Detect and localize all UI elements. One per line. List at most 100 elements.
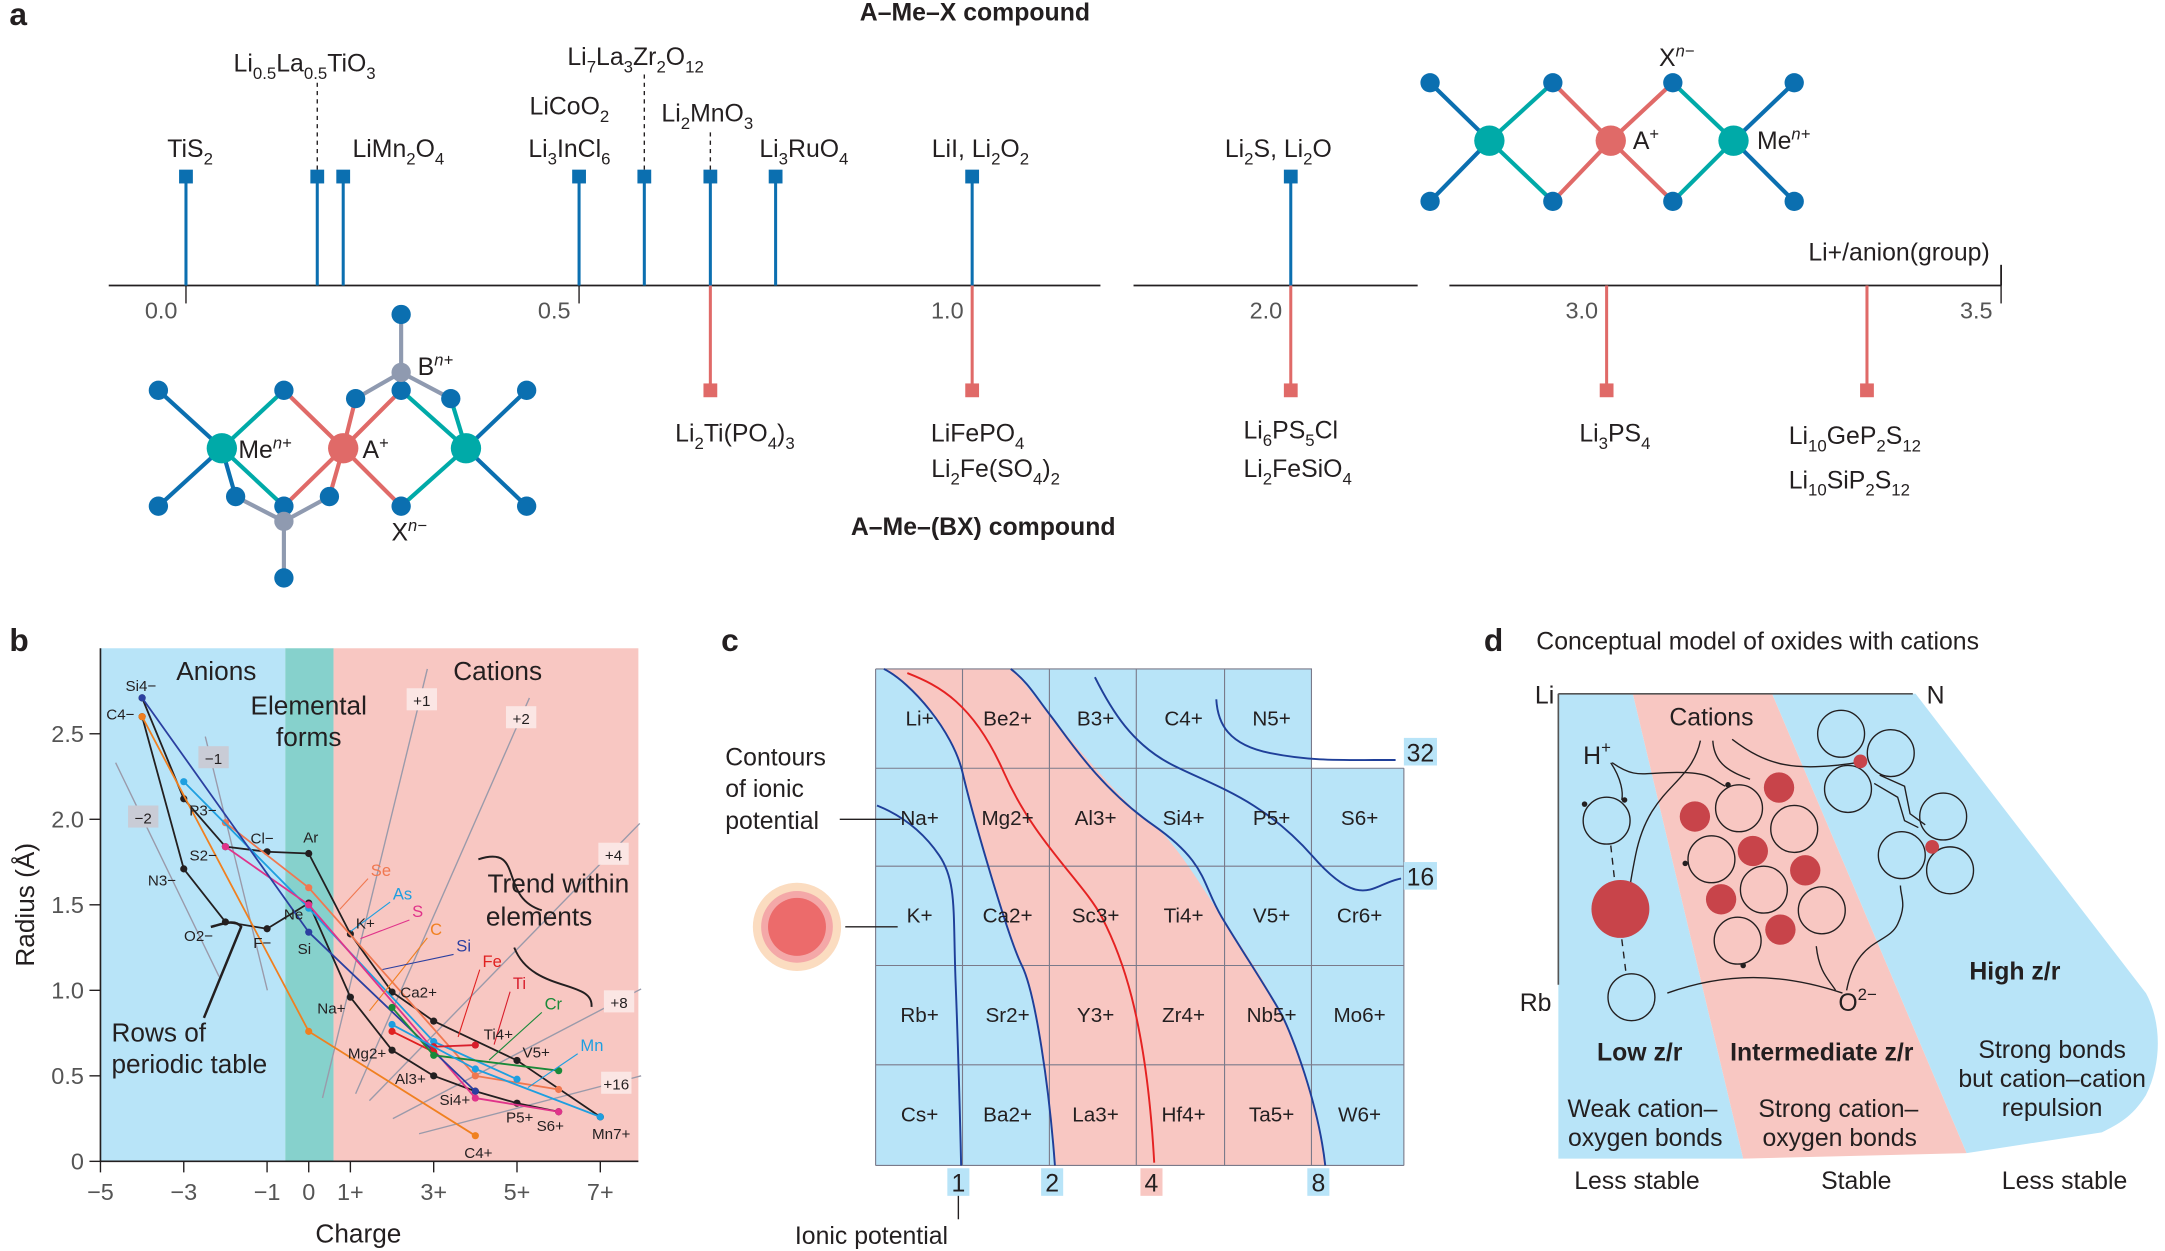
compound-label: Li2S, Li2O	[1225, 136, 1332, 168]
point-label: Ne	[284, 907, 303, 924]
panel-label-c: c	[721, 622, 739, 658]
data-point	[305, 849, 313, 858]
ion-cell: Ca2+	[983, 905, 1033, 928]
data-point	[180, 778, 188, 786]
compound-label: Li7La3Zr2O12	[567, 44, 703, 76]
contour-value: 32	[1407, 740, 1435, 767]
guide-label-bg	[598, 842, 629, 865]
zone-desc: Strong cation–	[1758, 1096, 1918, 1123]
ion-cell: Ba2+	[983, 1103, 1032, 1126]
x-label: Xn−	[1659, 42, 1695, 73]
contour-1	[876, 804, 963, 1166]
series-label: Si	[456, 937, 471, 956]
data-point	[221, 843, 230, 851]
series-label: Cr	[545, 995, 563, 1014]
ion-cell: Sc3+	[1072, 905, 1120, 928]
data-point	[430, 1038, 438, 1046]
data-point	[471, 1072, 479, 1080]
zone-stability: Less stable	[2002, 1168, 2128, 1195]
intermediate-region	[883, 668, 1326, 1166]
ion-cell: Sr2+	[985, 1004, 1029, 1027]
contour-32	[1215, 699, 1396, 762]
series-label: Fe	[483, 952, 502, 971]
panel-d: d Conceptual model of oxides with cation…	[1484, 622, 2158, 1195]
panel-label-b: b	[9, 622, 28, 658]
point-label: O2−	[184, 928, 213, 945]
axis-ticks: −5 −3 −1 0 1+ 3+ 5+ 7+ 0 0.5 1.0 1.5 2.0 2.5	[51, 721, 613, 1205]
ion-cell: Mg2+	[981, 807, 1033, 830]
data-point	[138, 694, 146, 702]
point-label: Si4+	[439, 1092, 470, 1109]
b-atom	[274, 511, 294, 532]
panel-d-title: Conceptual model of oxides with cations	[1536, 629, 1979, 656]
ion-cell: Zr4+	[1162, 1004, 1205, 1027]
data-point	[555, 1085, 563, 1094]
data-point	[346, 993, 354, 1001]
contours-label: Contours	[725, 744, 826, 771]
high-zr-zone	[1772, 693, 2158, 1154]
data-point	[305, 884, 313, 892]
data-point	[430, 1017, 438, 1025]
axis-tick-label: 0.5	[538, 298, 571, 324]
me-atom	[450, 433, 482, 464]
cations	[1591, 754, 1940, 945]
series-leader	[527, 1053, 578, 1089]
data-point	[305, 901, 313, 909]
a-atom	[328, 433, 359, 464]
compound-marker	[1283, 169, 1298, 184]
x-tick-label: 7+	[587, 1179, 614, 1205]
ion-cell: Y3+	[1077, 1004, 1114, 1027]
series-line-s	[224, 845, 559, 1113]
low-zr-zone	[1558, 693, 1744, 1159]
data-point	[263, 925, 271, 933]
compound-marker	[310, 169, 325, 184]
zone-desc: Weak cation–	[1568, 1096, 1718, 1123]
compound-marker	[965, 169, 980, 184]
ion-cell: K+	[907, 905, 933, 928]
ion-cell: Mo6+	[1333, 1004, 1385, 1027]
point-label: Mg2+	[348, 1045, 386, 1062]
series-label: Se	[371, 861, 391, 880]
guide-label: +2	[512, 711, 529, 728]
zone-stability: Less stable	[1574, 1168, 1700, 1195]
cations-label: Cations	[1669, 704, 1753, 731]
contour-lines	[876, 668, 1402, 1166]
ion-cell: Ti4+	[1164, 905, 1204, 928]
title-a-me-bx: A–Me–(BX) compound	[851, 514, 1116, 541]
y-tick-label: 2.0	[51, 807, 84, 833]
point-label: Si4−	[126, 678, 157, 695]
axis-tick-label: 0.0	[145, 298, 178, 324]
point-label: Na+	[317, 1001, 345, 1018]
series-label: As	[393, 884, 412, 903]
table-grid	[875, 668, 1405, 1167]
rows-label: Rows of	[111, 1017, 206, 1047]
guide-label-bg	[601, 1071, 632, 1094]
trend-brace	[478, 855, 593, 1007]
series-leader	[488, 1011, 543, 1061]
ion-cell: Cs+	[901, 1103, 938, 1126]
b-atom	[391, 362, 411, 383]
corner-rb: Rb	[1520, 990, 1552, 1017]
y-tick-label: 2.5	[51, 721, 84, 747]
data-point	[388, 988, 396, 996]
point-label: Cl−	[251, 831, 274, 848]
series-leader	[457, 969, 481, 1038]
hydrogen-dots	[1581, 782, 1746, 969]
series-label: Ti	[513, 974, 526, 993]
point-label: Al3+	[395, 1071, 426, 1088]
guide-label-bg	[603, 990, 635, 1013]
point-label: C4−	[106, 706, 134, 723]
point-label: P3−	[189, 802, 217, 819]
contour-value: 16	[1407, 864, 1435, 891]
anion-region	[100, 648, 286, 1162]
x-axis-title: Charge	[315, 1219, 401, 1249]
compound-marker	[1860, 383, 1874, 398]
ion-cell: C4+	[1164, 707, 1203, 730]
ion-cell: Hf4+	[1161, 1103, 1205, 1126]
compound-label: TiS2	[167, 136, 213, 168]
ion-cell: Nb5+	[1247, 1004, 1297, 1027]
ion-cell: S6+	[1341, 807, 1378, 830]
data-point	[471, 1041, 479, 1049]
zone-title: High z/r	[1969, 958, 2060, 985]
data-point	[305, 1027, 313, 1035]
